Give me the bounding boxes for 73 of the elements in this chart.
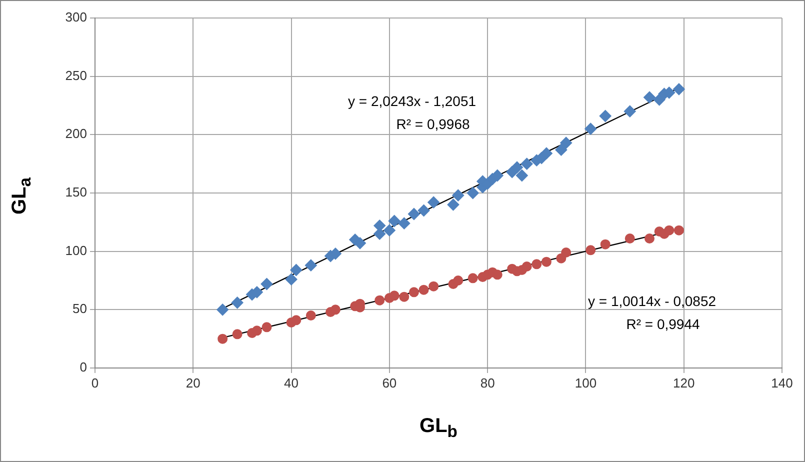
point xyxy=(453,276,464,286)
point xyxy=(262,322,272,332)
point xyxy=(599,110,612,122)
point xyxy=(520,158,533,170)
point xyxy=(492,270,502,280)
point xyxy=(285,273,298,286)
point xyxy=(653,94,666,106)
point xyxy=(516,170,528,182)
point xyxy=(232,329,242,340)
point xyxy=(428,196,440,208)
x-tick-label: 0 xyxy=(91,375,99,390)
point xyxy=(561,248,572,258)
y-tick-label: 200 xyxy=(65,126,87,142)
x-axis-title: GL$_{b}$ xyxy=(418,415,458,442)
point xyxy=(466,187,479,199)
point xyxy=(408,287,419,298)
point xyxy=(644,234,655,244)
point xyxy=(560,136,572,149)
annotation: y = 1,0014x - 0,0852 xyxy=(588,292,716,309)
annotation: y = 2,0243x - 1,2051 xyxy=(348,92,476,109)
x-tick-label: 120 xyxy=(673,375,695,390)
y-tick-label: 300 xyxy=(65,10,87,25)
point xyxy=(408,208,420,220)
point xyxy=(304,259,317,272)
point xyxy=(399,292,410,302)
point xyxy=(389,290,400,301)
point xyxy=(290,264,302,276)
x-tick-label: 140 xyxy=(771,375,793,390)
point xyxy=(260,278,273,290)
x-tick-label: 20 xyxy=(186,375,200,390)
y-tick-label: 250 xyxy=(65,68,87,83)
x-tick-label: 40 xyxy=(284,375,299,390)
point xyxy=(540,147,552,160)
x-tick-label: 60 xyxy=(382,375,397,390)
point xyxy=(252,326,262,336)
point xyxy=(428,281,439,292)
point xyxy=(306,310,316,320)
point xyxy=(541,256,552,267)
point xyxy=(511,161,524,174)
point xyxy=(600,239,610,250)
point xyxy=(418,204,430,216)
point xyxy=(644,91,656,104)
point xyxy=(624,105,636,118)
point xyxy=(674,225,684,236)
annotation: R² = 0,9944 xyxy=(626,316,700,332)
y-tick-label: 150 xyxy=(65,184,87,200)
point xyxy=(231,296,244,309)
point xyxy=(398,217,410,230)
point xyxy=(374,295,385,306)
point xyxy=(664,225,674,236)
point xyxy=(447,198,460,211)
point xyxy=(418,284,429,295)
point xyxy=(452,189,464,202)
x-tick-label: 80 xyxy=(480,375,495,390)
point xyxy=(383,224,396,236)
point xyxy=(330,304,340,315)
point xyxy=(522,262,532,272)
y-tick-label: 0 xyxy=(80,360,87,375)
annotation: R² = 0,9968 xyxy=(396,116,470,132)
point xyxy=(586,245,596,256)
point xyxy=(672,83,685,96)
point xyxy=(218,334,228,344)
point xyxy=(532,259,542,270)
point xyxy=(468,273,478,284)
point xyxy=(624,234,635,244)
point xyxy=(388,215,400,227)
point xyxy=(291,315,302,326)
point xyxy=(584,122,597,135)
point xyxy=(555,144,568,156)
point xyxy=(216,304,229,316)
x-tick-label: 100 xyxy=(574,375,597,390)
y-tick-label: 50 xyxy=(72,301,87,316)
y-tick-label: 100 xyxy=(65,242,87,258)
